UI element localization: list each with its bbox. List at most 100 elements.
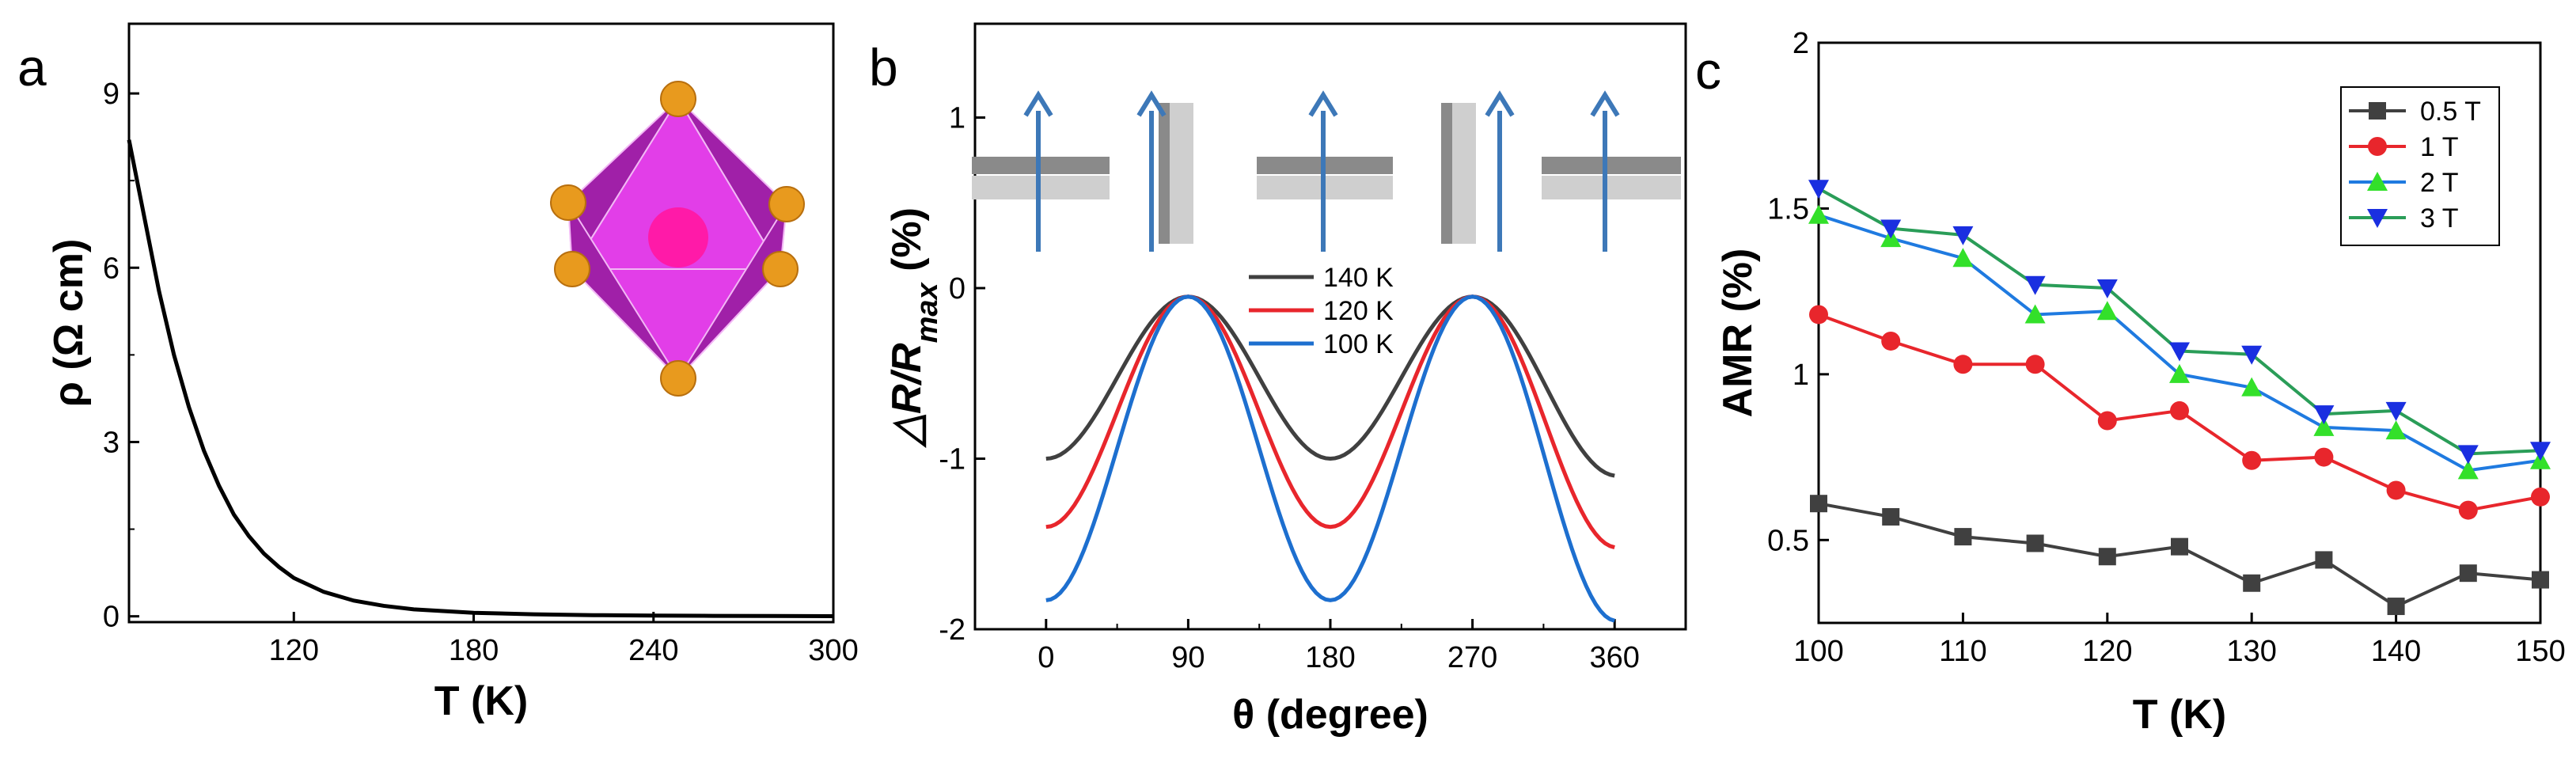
data-point: [2385, 401, 2407, 421]
x-axis-title: θ (degree): [1232, 692, 1428, 738]
data-point: [1952, 248, 1974, 268]
data-point: [2530, 442, 2551, 461]
legend-label: 2 T: [2420, 168, 2459, 198]
data-point: [2025, 355, 2045, 374]
data-point: [2098, 548, 2116, 566]
y-axis-title: ρ (Ω cm): [46, 239, 92, 408]
x-tick-label: 300: [808, 634, 858, 667]
data-point: [1882, 507, 1900, 526]
current-bar-dark: [1441, 103, 1452, 244]
octa-face: [567, 202, 679, 379]
x-tick-label: 240: [628, 634, 678, 667]
legend-marker: [2369, 102, 2386, 120]
y-tick-label: 0: [103, 601, 120, 634]
y-tick-label: 1.5: [1767, 192, 1809, 226]
data-point: [2243, 574, 2261, 592]
x-tick-label: 140: [2371, 635, 2421, 668]
octa-corner-atom: [768, 186, 805, 222]
x-tick-label: 120: [2082, 635, 2132, 668]
data-point: [2313, 405, 2335, 425]
data-point: [1954, 528, 1972, 546]
data-point: [1808, 204, 1829, 224]
data-point: [2026, 534, 2044, 552]
y-tick-label: -2: [939, 613, 966, 647]
current-bar-light: [1170, 103, 1193, 244]
data-point: [2387, 598, 2405, 616]
legend-label: 140 K: [1323, 263, 1394, 293]
x-tick-label: 180: [1305, 641, 1355, 674]
plot-frame: [973, 22, 1687, 631]
field-arrow-head: [1136, 90, 1167, 117]
data-point: [2314, 447, 2334, 467]
panel-label-b: b: [869, 38, 898, 97]
amr-curve: [1045, 294, 1615, 549]
x-tick-label: 120: [269, 634, 319, 667]
data-point: [2097, 411, 2117, 431]
data-point: [2458, 500, 2478, 520]
x-axis-title: T (K): [434, 678, 528, 724]
data-point: [1810, 495, 1827, 513]
data-point: [2096, 279, 2118, 298]
data-point: [2532, 571, 2549, 589]
data-point: [2386, 480, 2406, 500]
data-point: [2457, 460, 2479, 480]
chart-c: 100 110 120 130 140 150 0.5 1 1.5 2 T (K) AMR (%) 0.…: [1715, 27, 2566, 738]
plot-frame: [1817, 41, 2542, 624]
current-bar-light: [1452, 103, 1476, 244]
data-point: [2024, 275, 2046, 295]
y-tick-label: 2: [1793, 27, 1809, 60]
field-arrow-head: [1308, 90, 1338, 117]
legend-label: 100 K: [1323, 329, 1394, 359]
legend-label: 3 T: [2420, 203, 2459, 233]
field-arrow-head: [1485, 90, 1515, 117]
panel-label-c: c: [1695, 41, 1721, 100]
field-arrow-head: [1023, 90, 1053, 117]
data-point: [2313, 416, 2335, 436]
amr-curve: [1045, 294, 1615, 623]
resistivity-curve: [127, 139, 834, 618]
x-tick-label: 360: [1589, 641, 1639, 674]
x-tick-label: 270: [1447, 641, 1497, 674]
legend-c: 0.5 T 1 T 2 T 3 T: [2340, 86, 2500, 246]
data-point: [2096, 301, 2118, 321]
chart-a: 120 180 240 300 0 3 6 9 T (K) ρ (Ω cm): [46, 22, 859, 724]
data-point: [2385, 420, 2407, 440]
octa-face: [677, 203, 787, 379]
data-point: [2171, 537, 2188, 556]
octa-corner-atom: [660, 360, 696, 397]
data-point: [1953, 355, 1973, 374]
data-point: [1952, 226, 1974, 245]
data-point: [1809, 305, 1828, 325]
legend-label: 0.5 T: [2420, 97, 2481, 127]
x-tick-label: 0: [1038, 641, 1054, 674]
current-bar-light: [1542, 176, 1681, 199]
legend-label: 1 T: [2420, 132, 2459, 162]
octahedron-structure-icon: [550, 81, 805, 397]
y-tick-label: -1: [939, 443, 966, 476]
y-axis-title: AMR (%): [1715, 249, 1761, 418]
data-point: [1808, 180, 1829, 199]
data-point: [2170, 400, 2189, 420]
data-point: [1880, 219, 1902, 239]
legend-marker: [2368, 137, 2387, 156]
geometry-schematic-icon: [972, 90, 1681, 252]
y-tick-label: 1: [949, 102, 966, 135]
legend-marker: [2367, 209, 2388, 228]
data-point: [2459, 564, 2477, 583]
data-point: [2315, 551, 2333, 569]
data-point: [2169, 363, 2190, 383]
panel-label-a: a: [17, 38, 47, 97]
x-axis-title: T (K): [2133, 692, 2226, 738]
y-tick-label: 6: [103, 252, 120, 285]
data-point: [1881, 331, 1901, 351]
octa-corner-atom: [554, 251, 590, 287]
y-tick-label: 0.5: [1767, 524, 1809, 557]
y-axis-title: △R/Rmax (%): [884, 207, 944, 449]
x-tick-label: 110: [1939, 635, 1987, 668]
y-tick-label: 0: [949, 272, 966, 306]
plot-frame: [127, 22, 835, 624]
y-tick-label: 3: [103, 426, 120, 459]
data-point: [2241, 345, 2263, 365]
x-tick-label: 150: [2515, 635, 2565, 668]
